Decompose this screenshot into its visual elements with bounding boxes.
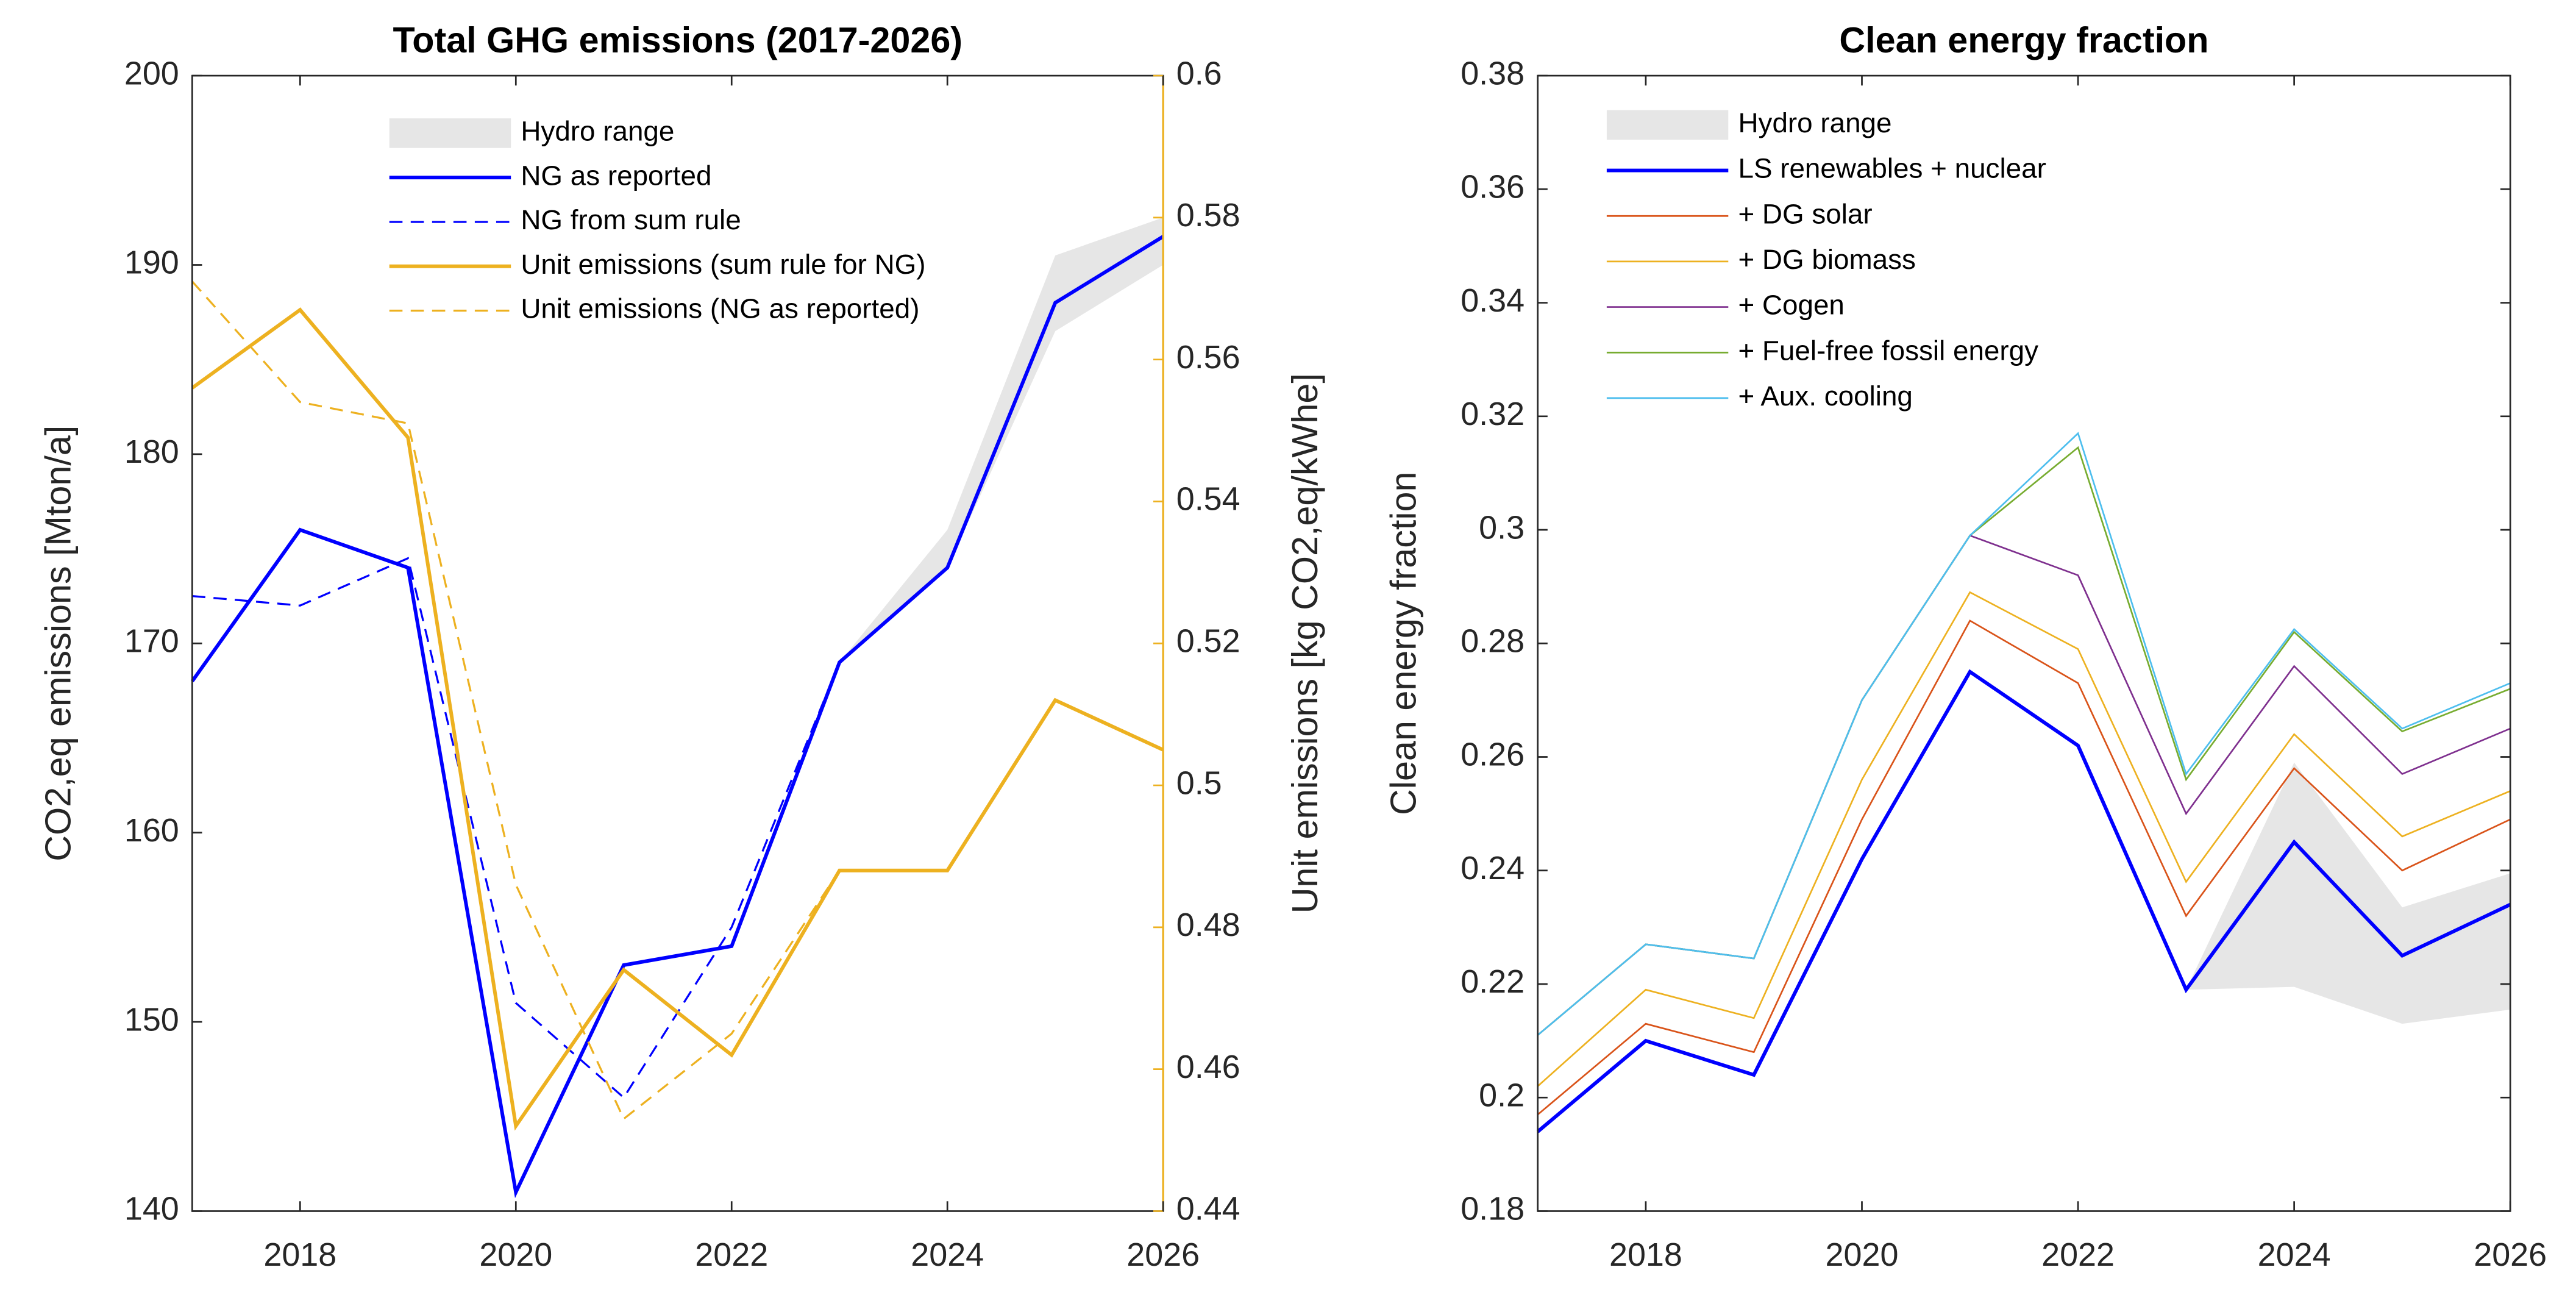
- legend-label: + DG biomass: [1738, 244, 1915, 275]
- y-tick-label: 0.28: [1461, 623, 1525, 659]
- y-tick-label: 0.24: [1461, 850, 1525, 887]
- x-tick-label: 2018: [1609, 1236, 1682, 1273]
- chart-title: Total GHG emissions (2017-2026): [393, 20, 962, 60]
- y-tick-label: 200: [124, 55, 179, 91]
- series-line: [191, 307, 1164, 1131]
- series-line: [1537, 591, 2511, 1087]
- y-tick-label: 190: [124, 244, 179, 281]
- legend-label: Hydro range: [1738, 107, 1891, 138]
- y-tick-label: 0.34: [1461, 282, 1525, 319]
- y2-axis-label: Unit emissions [kg CO2,eq/kWhe]: [1284, 373, 1325, 913]
- legend-label: Hydro range: [521, 116, 674, 147]
- legend-label: + DG solar: [1738, 198, 1872, 229]
- y-tick-label: 0.22: [1461, 963, 1525, 1000]
- x-tick-label: 2026: [1126, 1236, 1200, 1273]
- hydro-band: [2186, 762, 2511, 1024]
- plot-area: [1537, 76, 2511, 1211]
- y-tick-label: 160: [124, 812, 179, 849]
- y2-tick-label: 0.44: [1176, 1191, 1240, 1227]
- y2-tick-label: 0.46: [1176, 1049, 1240, 1085]
- legend-label: Unit emissions (sum rule for NG): [521, 249, 925, 280]
- series-line: [191, 280, 841, 1121]
- x-tick-label: 2018: [263, 1236, 336, 1273]
- x-tick-label: 2024: [2258, 1236, 2331, 1273]
- y-tick-label: 150: [124, 1001, 179, 1038]
- series-line: [1537, 619, 2511, 1116]
- x-tick-label: 2024: [911, 1236, 984, 1273]
- y-axis-label: CO2,eq emissions [Mton/a]: [37, 426, 78, 862]
- y-tick-label: 0.26: [1461, 737, 1525, 773]
- y-tick-label: 0.38: [1461, 55, 1525, 91]
- y-tick-label: 170: [124, 623, 179, 659]
- legend-label: + Cogen: [1738, 290, 1844, 321]
- legend-label: Unit emissions (NG as reported): [521, 293, 919, 324]
- y-axis-label: Clean energy fraction: [1383, 472, 1424, 816]
- y-tick-label: 0.32: [1461, 396, 1525, 432]
- legend-label: + Aux. cooling: [1738, 380, 1912, 412]
- y2-tick-label: 0.58: [1176, 197, 1240, 234]
- legend-label: LS renewables + nuclear: [1738, 153, 2046, 184]
- y-tick-label: 0.2: [1479, 1077, 1525, 1113]
- y2-tick-label: 0.48: [1176, 907, 1240, 943]
- series-line: [1537, 432, 2511, 1036]
- x-tick-label: 2026: [2474, 1236, 2547, 1273]
- legend-label: NG from sum rule: [521, 204, 741, 235]
- y-tick-label: 180: [124, 433, 179, 470]
- y-tick-label: 0.3: [1479, 509, 1525, 546]
- x-tick-label: 2020: [1826, 1236, 1899, 1273]
- chart-title: Clean energy fraction: [1839, 20, 2208, 60]
- y2-tick-label: 0.54: [1176, 481, 1240, 518]
- y-tick-label: 0.36: [1461, 169, 1525, 205]
- y2-tick-label: 0.6: [1176, 55, 1222, 91]
- legend-label: NG as reported: [521, 160, 711, 191]
- y2-tick-label: 0.56: [1176, 339, 1240, 376]
- legend-swatch: [1606, 110, 1729, 140]
- series-line: [1536, 669, 2511, 1133]
- x-tick-label: 2020: [479, 1236, 552, 1273]
- y-tick-label: 0.18: [1461, 1191, 1525, 1227]
- legend-swatch: [389, 118, 511, 148]
- y2-tick-label: 0.52: [1176, 623, 1240, 659]
- x-tick-label: 2022: [2041, 1236, 2115, 1273]
- y-tick-label: 140: [124, 1191, 179, 1227]
- legend-label: + Fuel-free fossil energy: [1738, 335, 2038, 366]
- series-line: [190, 235, 1164, 1199]
- series-line: [192, 557, 841, 1099]
- y2-tick-label: 0.5: [1176, 765, 1222, 801]
- x-tick-label: 2022: [695, 1236, 768, 1273]
